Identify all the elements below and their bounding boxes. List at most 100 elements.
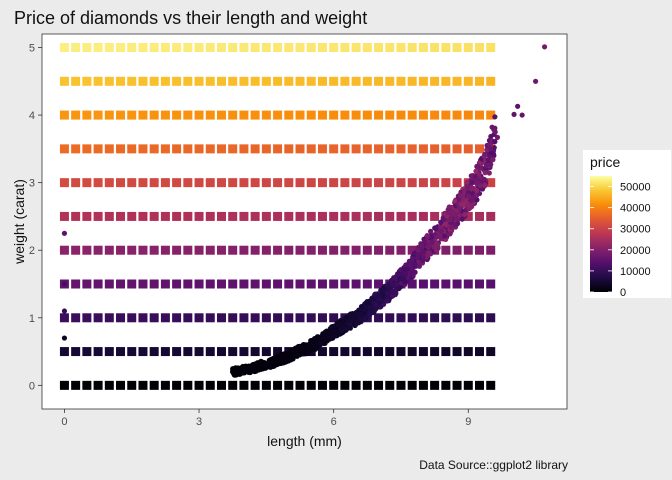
data-point [475, 163, 481, 169]
grid-square [183, 347, 193, 357]
grid-square [59, 144, 69, 154]
grid-square [93, 347, 103, 357]
data-point [469, 196, 475, 202]
data-point [459, 216, 465, 222]
grid-square [295, 178, 305, 188]
grid-square [452, 110, 462, 120]
grid-square [340, 245, 350, 255]
grid-square [149, 76, 159, 86]
data-point [61, 335, 68, 341]
data-point [532, 78, 539, 84]
grid-square [407, 110, 417, 120]
grid-square [486, 245, 496, 255]
grid-square [228, 178, 238, 188]
grid-square [172, 313, 182, 323]
grid-square [273, 110, 283, 120]
data-point [402, 271, 409, 277]
grid-square [160, 245, 170, 255]
grid-square [418, 211, 428, 221]
grid-square [362, 279, 372, 289]
grid-square [317, 245, 327, 255]
data-point [438, 219, 444, 225]
grid-square [116, 313, 126, 323]
grid-square [194, 211, 204, 221]
grid-square [306, 313, 316, 323]
data-point [492, 129, 498, 135]
grid-square [138, 144, 148, 154]
data-point [272, 355, 278, 361]
grid-square [362, 380, 372, 390]
grid-square [216, 178, 226, 188]
grid-square [205, 347, 215, 357]
data-point [304, 345, 310, 351]
data-point [511, 111, 517, 118]
grid-square [407, 144, 417, 154]
grid-square [183, 76, 193, 86]
grid-square [127, 380, 137, 390]
data-point [286, 353, 292, 359]
data-point [390, 293, 396, 299]
data-point [339, 318, 345, 325]
grid-square [228, 313, 238, 323]
grid-square [407, 380, 417, 390]
grid-square [430, 313, 440, 323]
grid-square [475, 211, 484, 221]
grid-square [239, 110, 249, 120]
grid-square [396, 43, 406, 53]
data-point [375, 293, 381, 299]
grid-square [475, 347, 484, 357]
grid-square [340, 380, 350, 390]
grid-square [93, 43, 103, 53]
grid-square [418, 110, 428, 120]
data-point [458, 201, 464, 207]
grid-square [59, 178, 69, 188]
grid-square [486, 380, 496, 390]
grid-square [284, 110, 294, 120]
data-point [434, 234, 440, 240]
grid-square [441, 380, 451, 390]
grid-square [273, 245, 283, 255]
grid-square [261, 380, 271, 390]
grid-square [351, 110, 361, 120]
grid-square [205, 245, 215, 255]
grid-square [82, 313, 92, 323]
grid-square [250, 279, 260, 289]
grid-square [273, 279, 283, 289]
grid-square [160, 178, 170, 188]
grid-square [228, 211, 238, 221]
grid-square [216, 43, 226, 53]
y-axis-label: weight (carat) [11, 179, 27, 265]
grid-square [127, 76, 137, 86]
grid-square [407, 313, 417, 323]
data-point [482, 170, 488, 176]
data-point [494, 134, 501, 140]
grid-square [396, 313, 406, 323]
grid-square [149, 279, 159, 289]
grid-square [407, 178, 417, 188]
grid-square [317, 347, 327, 357]
grid-square [172, 76, 182, 86]
grid-square [418, 76, 428, 86]
data-point [401, 267, 407, 273]
data-point [488, 161, 494, 168]
grid-square [295, 313, 305, 323]
grid-square [475, 43, 484, 53]
data-point [245, 367, 251, 373]
grid-square [138, 313, 148, 323]
grid-square [317, 178, 327, 188]
grid-square [160, 211, 170, 221]
grid-square [93, 313, 103, 323]
data-point [519, 112, 525, 118]
grid-square [183, 279, 193, 289]
grid-square [273, 347, 283, 357]
grid-square [407, 245, 417, 255]
grid-square [239, 43, 249, 53]
data-point [453, 215, 459, 221]
grid-square [239, 279, 249, 289]
grid-square [82, 279, 92, 289]
grid-square [93, 380, 103, 390]
grid-square [261, 347, 271, 357]
grid-square [250, 144, 260, 154]
data-point [409, 271, 415, 277]
data-point [435, 245, 441, 251]
